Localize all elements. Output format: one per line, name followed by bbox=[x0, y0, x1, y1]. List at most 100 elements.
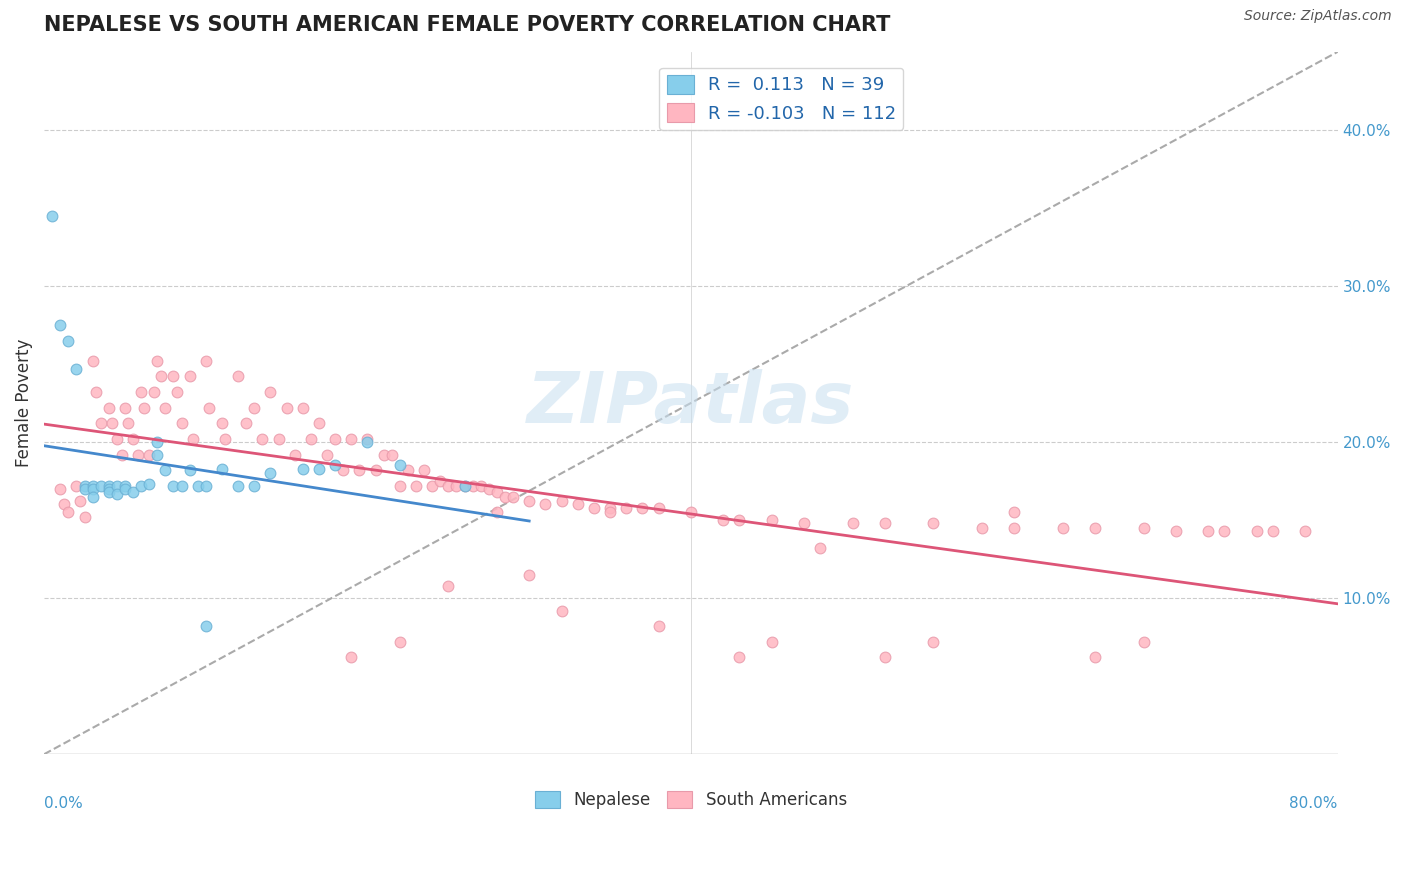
Point bbox=[323, 432, 346, 446]
Point bbox=[1132, 635, 1154, 649]
Point bbox=[582, 500, 605, 515]
Point bbox=[146, 435, 169, 450]
Point bbox=[143, 385, 166, 400]
Point bbox=[1084, 521, 1107, 535]
Point bbox=[550, 494, 572, 508]
Point bbox=[485, 505, 508, 519]
Point bbox=[1164, 524, 1187, 538]
Point bbox=[134, 401, 156, 415]
Point bbox=[922, 635, 945, 649]
Point bbox=[922, 516, 945, 531]
Point bbox=[340, 650, 363, 665]
Point bbox=[105, 479, 128, 493]
Point bbox=[470, 479, 492, 493]
Point bbox=[1132, 521, 1154, 535]
Point bbox=[170, 479, 193, 493]
Point bbox=[101, 417, 124, 431]
Point bbox=[90, 417, 112, 431]
Point bbox=[82, 490, 104, 504]
Point bbox=[90, 479, 112, 493]
Point bbox=[728, 650, 751, 665]
Point bbox=[235, 417, 257, 431]
Text: ZIPatlas: ZIPatlas bbox=[527, 368, 855, 437]
Point bbox=[198, 401, 221, 415]
Point bbox=[381, 448, 404, 462]
Point bbox=[599, 500, 621, 515]
Point bbox=[82, 354, 104, 368]
Point bbox=[84, 385, 107, 400]
Point bbox=[276, 401, 298, 415]
Point bbox=[970, 521, 993, 535]
Point bbox=[453, 479, 475, 493]
Point bbox=[111, 448, 134, 462]
Point bbox=[226, 369, 249, 384]
Point bbox=[187, 479, 209, 493]
Point bbox=[429, 474, 451, 488]
Point bbox=[162, 369, 184, 384]
Point bbox=[194, 354, 217, 368]
Point bbox=[194, 479, 217, 493]
Point bbox=[550, 604, 572, 618]
Point bbox=[129, 385, 152, 400]
Point bbox=[284, 448, 307, 462]
Point bbox=[97, 482, 120, 496]
Point bbox=[599, 505, 621, 519]
Text: Source: ZipAtlas.com: Source: ZipAtlas.com bbox=[1244, 9, 1392, 23]
Point bbox=[194, 619, 217, 633]
Point bbox=[252, 432, 274, 446]
Point bbox=[114, 479, 136, 493]
Point bbox=[364, 463, 387, 477]
Point bbox=[73, 510, 96, 524]
Point bbox=[291, 461, 314, 475]
Point bbox=[679, 505, 702, 519]
Point bbox=[162, 479, 184, 493]
Point bbox=[166, 385, 188, 400]
Point bbox=[122, 485, 145, 500]
Point bbox=[114, 401, 136, 415]
Point bbox=[58, 505, 80, 519]
Point bbox=[149, 369, 172, 384]
Point bbox=[340, 432, 363, 446]
Point bbox=[97, 401, 120, 415]
Point bbox=[420, 479, 443, 493]
Point bbox=[291, 401, 314, 415]
Point bbox=[373, 448, 395, 462]
Point bbox=[69, 494, 91, 508]
Point bbox=[138, 448, 160, 462]
Point bbox=[873, 516, 896, 531]
Point bbox=[388, 479, 411, 493]
Point bbox=[567, 498, 589, 512]
Point bbox=[793, 516, 815, 531]
Point bbox=[211, 417, 233, 431]
Point bbox=[517, 567, 540, 582]
Point bbox=[1052, 521, 1074, 535]
Legend: Nepalese, South Americans: Nepalese, South Americans bbox=[529, 785, 853, 816]
Point bbox=[211, 461, 233, 475]
Point bbox=[146, 448, 169, 462]
Point bbox=[97, 479, 120, 493]
Point bbox=[243, 479, 266, 493]
Point bbox=[437, 479, 460, 493]
Point bbox=[308, 461, 330, 475]
Point bbox=[647, 619, 669, 633]
Y-axis label: Female Poverty: Female Poverty bbox=[15, 339, 32, 467]
Point bbox=[1261, 524, 1284, 538]
Point bbox=[388, 458, 411, 473]
Point bbox=[65, 479, 87, 493]
Point bbox=[388, 635, 411, 649]
Point bbox=[711, 513, 734, 527]
Point bbox=[97, 485, 120, 500]
Point bbox=[728, 513, 751, 527]
Point bbox=[155, 401, 177, 415]
Point bbox=[181, 432, 204, 446]
Text: 0.0%: 0.0% bbox=[44, 797, 83, 812]
Point bbox=[356, 432, 378, 446]
Point bbox=[114, 482, 136, 496]
Point bbox=[873, 650, 896, 665]
Point bbox=[614, 500, 637, 515]
Point bbox=[647, 500, 669, 515]
Point bbox=[349, 463, 371, 477]
Point bbox=[356, 435, 378, 450]
Point bbox=[396, 463, 419, 477]
Point bbox=[155, 463, 177, 477]
